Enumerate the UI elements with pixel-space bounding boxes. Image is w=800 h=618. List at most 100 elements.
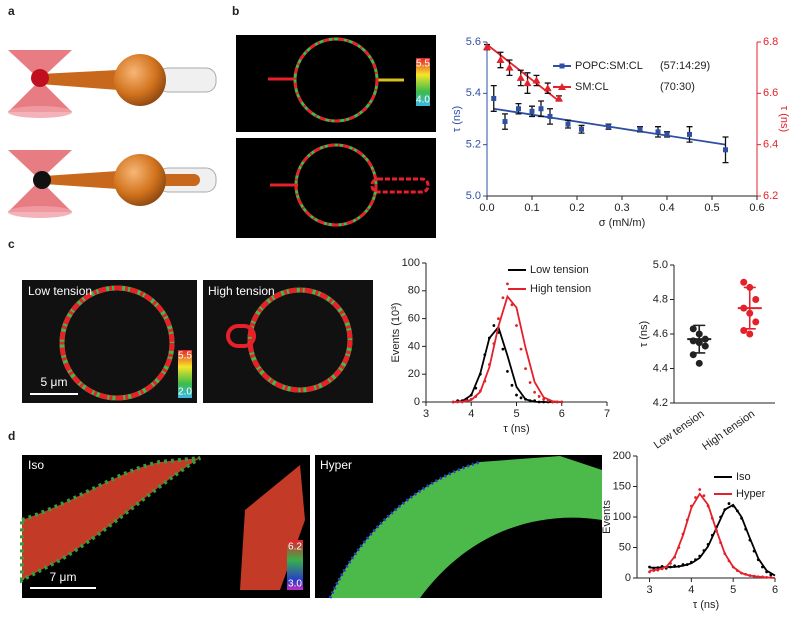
data-point (656, 568, 660, 572)
x-tick-label: 4 (468, 408, 474, 420)
data-point (681, 532, 685, 536)
data-point (748, 538, 752, 542)
y-tick-label: 5.0 (653, 259, 668, 271)
data-point (719, 541, 723, 545)
legend-label: Low tension (530, 264, 589, 276)
data-point (735, 569, 739, 573)
data-point (483, 379, 487, 383)
data-point (505, 63, 514, 71)
data-point (533, 399, 536, 403)
data-point (637, 126, 643, 132)
data-point (689, 325, 697, 333)
y-tick-label: 0 (625, 572, 631, 584)
y-tick-label: 5.4 (466, 87, 481, 99)
data-point (543, 84, 552, 92)
x-tick-label: 3 (646, 584, 652, 596)
x-tick-label: 7 (604, 408, 610, 420)
y-tick-label: 60 (408, 313, 420, 325)
y2-axis-label: τ (ns) (778, 106, 790, 132)
sd-bar (743, 286, 756, 330)
x-tick-label: 0.2 (569, 202, 584, 214)
data-point (516, 106, 521, 112)
x-axis-label: σ (mN/m) (599, 217, 646, 229)
data-point (496, 55, 505, 63)
panel-label: d (8, 429, 15, 443)
y2-tick-label: 6.4 (763, 139, 778, 151)
data-point (469, 393, 473, 397)
data-point (723, 552, 727, 555)
y-tick-label: 5.2 (466, 139, 481, 151)
data-point (469, 397, 473, 401)
scale-bar-label: 5 μm (41, 375, 68, 389)
data-point (474, 395, 478, 398)
illustration (8, 50, 217, 218)
data-point (519, 396, 523, 400)
data-point (547, 113, 553, 119)
y-tick-label: 200 (613, 450, 631, 462)
y-tick-label: 80 (408, 285, 420, 297)
data-point (519, 347, 523, 351)
x-axis-label: τ (ns) (693, 599, 719, 611)
colorbar-label: 4.0 (416, 95, 430, 106)
y-tick-label: 50 (619, 541, 631, 553)
data-point (723, 147, 728, 153)
data-point (673, 564, 677, 568)
data-point (756, 575, 760, 579)
data-point (761, 575, 764, 579)
data-point (706, 504, 710, 508)
x-tick-label: Low tension (652, 408, 707, 452)
legend-label: Hyper (736, 488, 766, 500)
y-tick-label: 4.2 (653, 397, 668, 409)
data-point (710, 516, 714, 520)
data-point (664, 131, 670, 137)
data-point (669, 565, 672, 569)
data-point (752, 296, 760, 303)
panel-label: a (8, 4, 15, 18)
data-point (483, 43, 491, 51)
data-point (695, 359, 703, 367)
data-point (701, 342, 709, 350)
y-tick-label: 0 (414, 396, 420, 408)
data-point (460, 400, 464, 404)
microscopy-image: 6.2 3.0 Iso 7 μm Hyper (20, 455, 602, 599)
data-point (524, 367, 527, 371)
x-tick-label: 0.6 (749, 202, 764, 214)
y-axis-label: Events (10³) (390, 303, 402, 363)
y-tick-label: 100 (613, 511, 631, 523)
data-point (487, 336, 491, 340)
data-point (555, 400, 559, 404)
data-point (474, 386, 478, 390)
data-point (501, 347, 505, 351)
data-point (523, 79, 532, 87)
data-point (565, 121, 571, 127)
data-point (673, 555, 677, 559)
colorbar-label: 5.5 (416, 59, 430, 70)
y-tick-label: 4.8 (653, 293, 668, 305)
x-tick-label: 0.5 (704, 202, 719, 214)
data-point (715, 529, 718, 532)
legend-label: High tension (530, 283, 591, 295)
data-point (465, 399, 469, 403)
x-axis-label: τ (ns) (503, 423, 529, 435)
data-point (727, 559, 731, 563)
data-point (689, 504, 693, 508)
x-tick-label: 5 (513, 408, 519, 420)
microscopy-image: 5.5 2.0 Low tension 5 μm High tension (22, 280, 373, 403)
data-point (487, 363, 491, 366)
x-tick-label: 6 (559, 408, 565, 420)
data-point (694, 496, 697, 499)
data-point (515, 393, 518, 397)
data-point (497, 317, 500, 320)
legend-composition: (70:30) (660, 81, 695, 93)
legend-label: SM:CL (575, 81, 609, 93)
data-point (492, 324, 496, 327)
data-point (516, 73, 525, 81)
data-point (706, 543, 710, 546)
data-point (529, 108, 535, 114)
image-label: Hyper (320, 458, 352, 472)
data-point (648, 570, 651, 574)
data-point (491, 95, 497, 101)
data-point (579, 126, 584, 132)
data-point (681, 563, 685, 566)
legend-composition: (57:14:29) (660, 60, 710, 72)
